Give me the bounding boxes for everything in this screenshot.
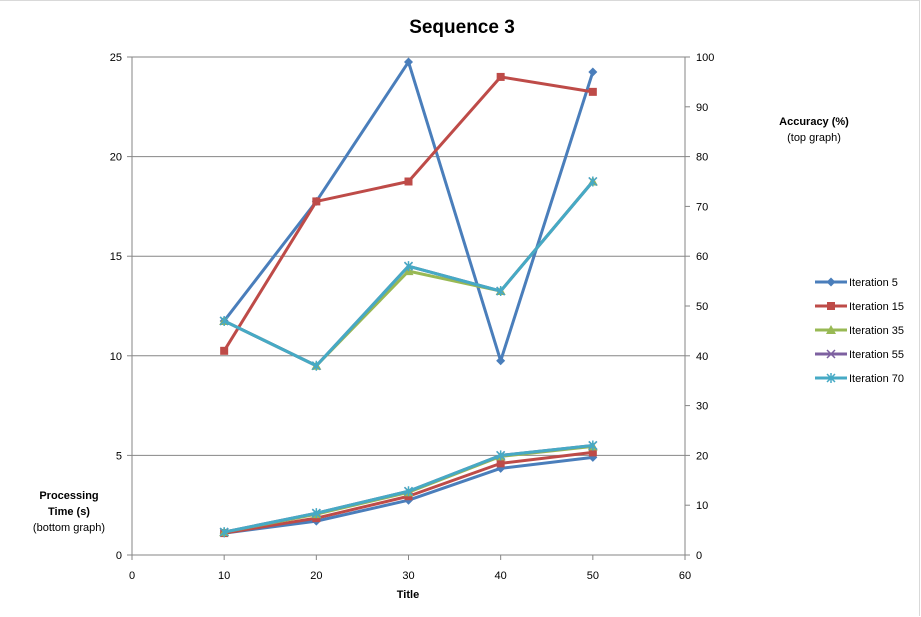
- accuracy-point: [588, 176, 598, 187]
- legend-label: Iteration 55: [849, 349, 904, 361]
- right-tick-label: 60: [696, 251, 708, 263]
- series-iteration-70: [219, 176, 598, 538]
- time-point: [219, 527, 229, 538]
- left-y-axis-title: Processing Time (s) (bottom graph): [33, 490, 105, 534]
- accuracy-point: [404, 177, 413, 186]
- left-tick-label: 15: [110, 251, 122, 263]
- legend-label: Iteration 5: [849, 277, 898, 289]
- legend-item-iteration-5: Iteration 5: [815, 277, 898, 289]
- right-y-title-line-2: (top graph): [787, 132, 841, 144]
- left-tick-label: 5: [116, 450, 122, 462]
- legend-label: Iteration 70: [849, 373, 904, 385]
- x-tick-label: 10: [218, 570, 230, 582]
- legend-label: Iteration 35: [849, 325, 904, 337]
- x-tick-label: 30: [402, 570, 414, 582]
- series-iteration-5: [219, 57, 598, 538]
- x-ticks: 0 10 20 30 40 50 60: [129, 555, 691, 582]
- left-tick-label: 0: [116, 550, 122, 562]
- x-tick-label: 0: [129, 570, 135, 582]
- accuracy-point: [404, 57, 413, 67]
- accuracy-line-iteration-5: [222, 60, 595, 363]
- left-y-title-line-2: Time (s): [48, 506, 90, 518]
- right-tick-label: 90: [696, 102, 708, 114]
- time-point: [588, 448, 597, 457]
- chart-title: Sequence 3: [409, 17, 515, 38]
- time-point: [496, 459, 505, 468]
- legend-marker: [827, 302, 835, 310]
- left-y-ticks: 0 5 10 15 20 25: [110, 52, 132, 562]
- legend-item-iteration-35: Iteration 35: [815, 325, 904, 337]
- accuracy-point: [496, 356, 506, 366]
- accuracy-point: [588, 87, 597, 96]
- legend-marker: [826, 277, 836, 287]
- x-tick-label: 40: [495, 570, 507, 582]
- time-point: [311, 508, 321, 519]
- left-tick-label: 10: [110, 351, 122, 363]
- x-tick-label: 60: [679, 570, 691, 582]
- time-point: [496, 450, 506, 461]
- series-layer: [219, 57, 598, 538]
- right-y-axis-title: Accuracy (%) (top graph): [779, 116, 849, 144]
- right-tick-label: 10: [696, 500, 708, 512]
- series-iteration-55: [219, 176, 598, 537]
- legend-marker: [826, 373, 836, 383]
- accuracy-point: [312, 197, 321, 206]
- legend-marker: [826, 325, 836, 334]
- accuracy-point: [219, 315, 229, 326]
- right-tick-label: 50: [696, 301, 708, 313]
- accuracy-point: [496, 72, 505, 81]
- right-y-ticks: 0 10 20 30 40 50 60 70 80 90 100: [685, 52, 714, 562]
- right-tick-label: 20: [696, 450, 708, 462]
- legend-item-iteration-55: Iteration 55: [815, 349, 904, 361]
- axes: [131, 57, 686, 556]
- legend-label: Iteration 15: [849, 301, 904, 313]
- accuracy-point: [220, 346, 229, 355]
- accuracy-point: [311, 360, 321, 371]
- right-tick-label: 0: [696, 550, 702, 562]
- time-point: [403, 486, 414, 497]
- legend-item-iteration-70: Iteration 70: [815, 373, 904, 385]
- right-tick-label: 30: [696, 401, 708, 413]
- x-tick-label: 50: [587, 570, 599, 582]
- accuracy-point: [496, 286, 506, 297]
- legend-marker: [826, 349, 836, 359]
- accuracy-point: [588, 67, 598, 77]
- right-y-title-line-1: Accuracy (%): [779, 116, 849, 128]
- right-tick-label: 100: [696, 52, 714, 64]
- left-y-title-line-3: (bottom graph): [33, 522, 105, 534]
- x-tick-label: 20: [310, 570, 322, 582]
- accuracy-point: [403, 261, 414, 272]
- right-tick-label: 40: [696, 351, 708, 363]
- accuracy-line-iteration-15: [222, 75, 594, 352]
- left-tick-label: 20: [110, 152, 122, 164]
- time-point: [588, 440, 598, 451]
- legend-item-iteration-15: Iteration 15: [815, 301, 904, 313]
- left-tick-label: 25: [110, 52, 122, 64]
- gridlines: [132, 56, 685, 456]
- right-tick-label: 80: [696, 152, 708, 164]
- series-iteration-15: [220, 72, 597, 538]
- x-axis-title: Title: [397, 589, 419, 601]
- left-y-title-line-1: Processing: [39, 490, 98, 502]
- right-tick-label: 70: [696, 201, 708, 213]
- legend: Iteration 5 Iteration 15 Iteration 35 Itera…: [815, 277, 904, 385]
